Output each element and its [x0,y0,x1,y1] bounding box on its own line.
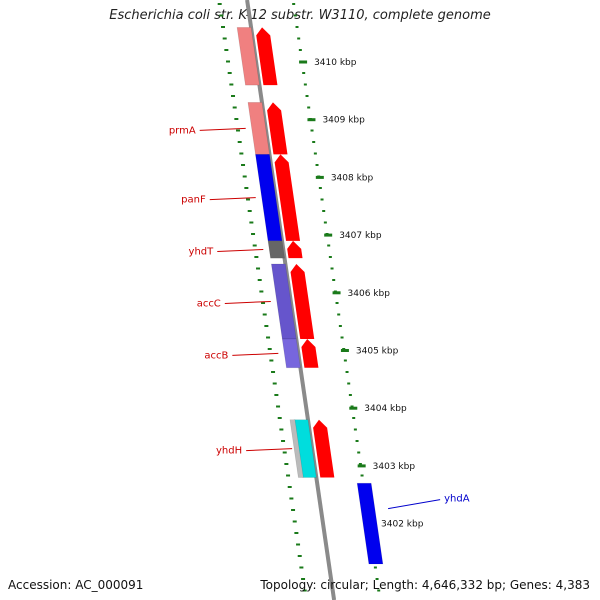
gene-leader-line [209,197,256,201]
gene-leader-line [217,249,264,253]
forward-arrow [274,154,301,241]
forward-arrow [301,338,319,368]
genome-backbone [245,0,337,600]
feature-label[interactable]: yhdA [444,494,470,505]
feature-layer [236,27,384,565]
forward-arrow [267,102,288,155]
forward-arrow [256,27,278,86]
scale-tick-label: 3402 kbp [381,520,424,530]
forward-arrow [313,419,335,478]
feature-box [356,482,384,565]
gene-label[interactable]: yhdH [216,446,242,457]
scale-tick-label: 3404 kbp [364,404,407,414]
gene-label[interactable]: accB [204,350,228,361]
label-layer: 3410 kbp 3409 kbp 3408 kbp 3407 kbp 3406 kbp… [169,58,470,530]
gene-leader-line [246,448,293,452]
gene-label[interactable]: yhdT [189,247,215,258]
gene-label[interactable]: prmA [169,125,196,136]
scale-tick-label: 3410 kbp [314,58,357,68]
gene-box [267,240,285,259]
scale-tick-label: 3409 kbp [322,116,365,126]
tick-layer [217,3,381,592]
topology-text: Topology: circular; Length: 4,646,332 bp… [260,578,590,592]
gene-leader-line [224,300,271,304]
gene-leader-line [232,352,279,356]
gene-leader-line [199,127,246,131]
forward-arrow [290,263,315,339]
backbone-layer [245,0,337,600]
scale-tick-label: 3406 kbp [348,289,391,299]
map-title: Escherichia coli str. K-12 substr. W3110… [109,8,491,23]
scale-tick-label: 3407 kbp [339,231,382,241]
forward-arrow [287,240,303,259]
gene-label[interactable]: accC [197,298,221,309]
feature-leader-line [388,499,441,510]
gene-box [281,338,301,369]
accession-text: Accession: AC_000091 [8,578,144,592]
scale-tick-label: 3403 kbp [373,462,416,472]
gene-label[interactable]: panF [181,195,206,206]
gene-box-stripe [289,419,304,478]
gene-box [236,27,260,86]
scale-tick-label: 3408 kbp [331,173,374,183]
scale-tick-label: 3405 kbp [356,347,399,357]
